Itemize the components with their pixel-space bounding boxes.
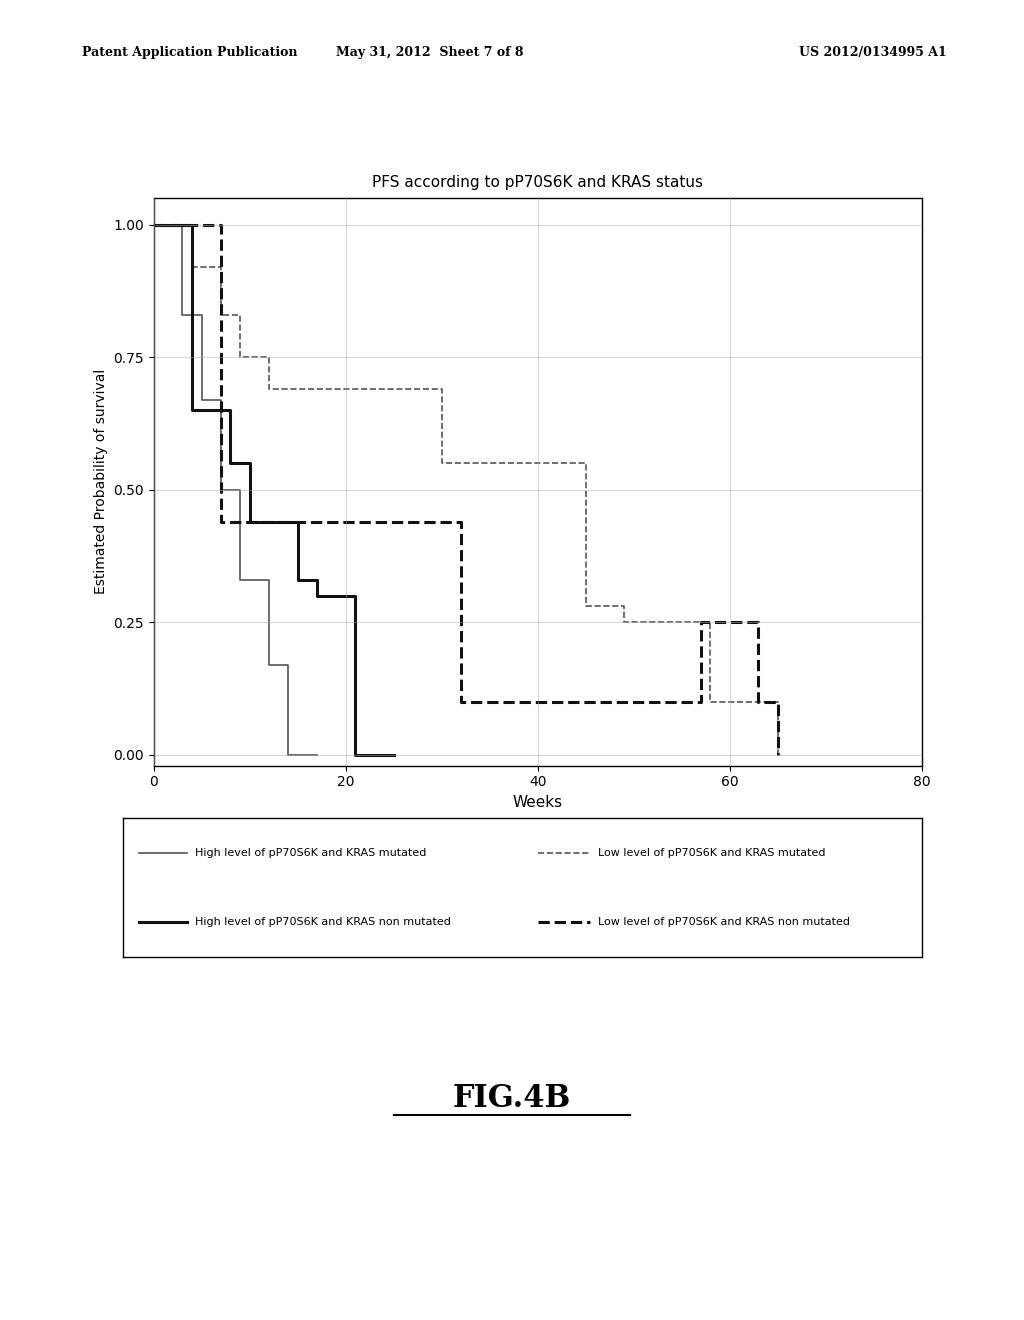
Text: Patent Application Publication: Patent Application Publication	[82, 46, 297, 59]
Text: Low level of pP70S6K and KRAS non mutated: Low level of pP70S6K and KRAS non mutate…	[598, 917, 850, 928]
Text: Low level of pP70S6K and KRAS mutated: Low level of pP70S6K and KRAS mutated	[598, 847, 825, 858]
Text: High level of pP70S6K and KRAS mutated: High level of pP70S6K and KRAS mutated	[195, 847, 426, 858]
Title: PFS according to pP70S6K and KRAS status: PFS according to pP70S6K and KRAS status	[372, 174, 703, 190]
X-axis label: Weeks: Weeks	[513, 795, 562, 810]
Text: High level of pP70S6K and KRAS non mutated: High level of pP70S6K and KRAS non mutat…	[195, 917, 451, 928]
Text: US 2012/0134995 A1: US 2012/0134995 A1	[799, 46, 946, 59]
Y-axis label: Estimated Probability of survival: Estimated Probability of survival	[93, 370, 108, 594]
Text: May 31, 2012  Sheet 7 of 8: May 31, 2012 Sheet 7 of 8	[336, 46, 524, 59]
Text: FIG.4B: FIG.4B	[453, 1082, 571, 1114]
